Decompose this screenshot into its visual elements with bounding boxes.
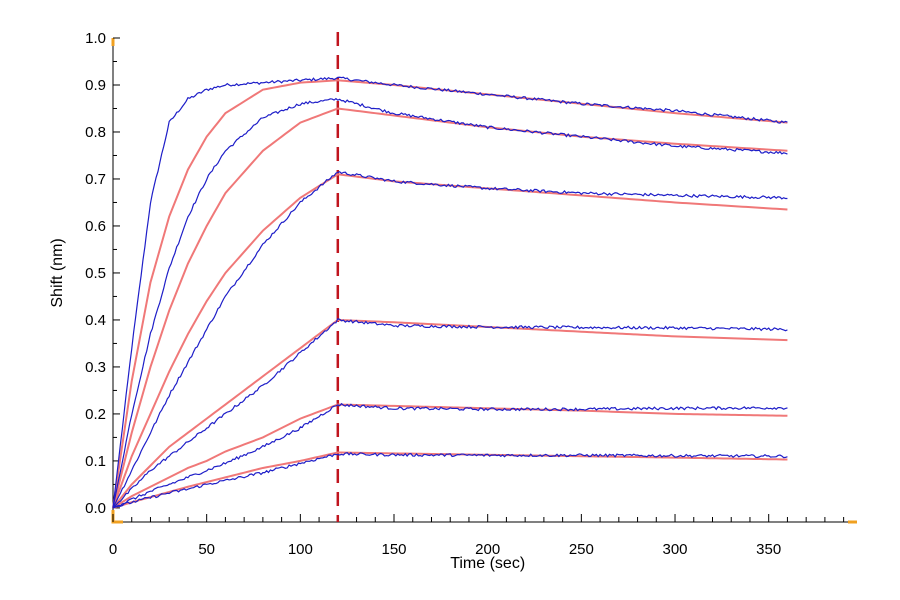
y-tick-label: 0.2 [85, 406, 106, 423]
fit-curve-6 [112, 451, 788, 509]
y-tick-label: 0.1 [85, 453, 106, 470]
y-tick-label: 0.8 [85, 124, 106, 141]
x-tick-label: 0 [109, 541, 117, 558]
x-tick-label: 200 [475, 541, 500, 558]
y-axis-title: Shift (nm) [49, 238, 66, 307]
y-tick-label: 0.5 [85, 265, 106, 282]
axes: 0.0 0.1 0.2 0.3 0.4 0.5 0.6 0.7 0.8 0.9 1.0 0 50 100 1… [85, 30, 857, 558]
x-tick-label: 150 [381, 541, 406, 558]
y-tick-label: 0.4 [85, 312, 106, 329]
measured-curve-3 [112, 171, 788, 509]
curves [112, 32, 788, 522]
origin-marker [111, 510, 123, 524]
measured-curve-1 [112, 76, 788, 508]
measured-curve-6 [112, 451, 788, 509]
y-tick-label: 0.9 [85, 77, 106, 94]
x-axis-title: Time (sec) [450, 555, 525, 572]
x-tick-label: 50 [198, 541, 215, 558]
fit-curve-2 [112, 107, 788, 509]
y-tick-label: 0.3 [85, 359, 106, 376]
x-tick-label: 100 [288, 541, 313, 558]
measured-curve-4 [112, 318, 788, 509]
y-tick-label: 1.0 [85, 30, 106, 47]
x-tick-label: 350 [756, 541, 781, 558]
y-tick-label: 0.7 [85, 171, 106, 188]
x-tick-label: 250 [569, 541, 594, 558]
measured-curve-2 [112, 97, 788, 509]
y-tick-label: 0.6 [85, 218, 106, 235]
y-tick-label: 0.0 [85, 500, 106, 517]
measured-curve-5 [112, 402, 788, 509]
x-tick-label: 300 [663, 541, 688, 558]
fit-curve-5 [112, 403, 788, 509]
